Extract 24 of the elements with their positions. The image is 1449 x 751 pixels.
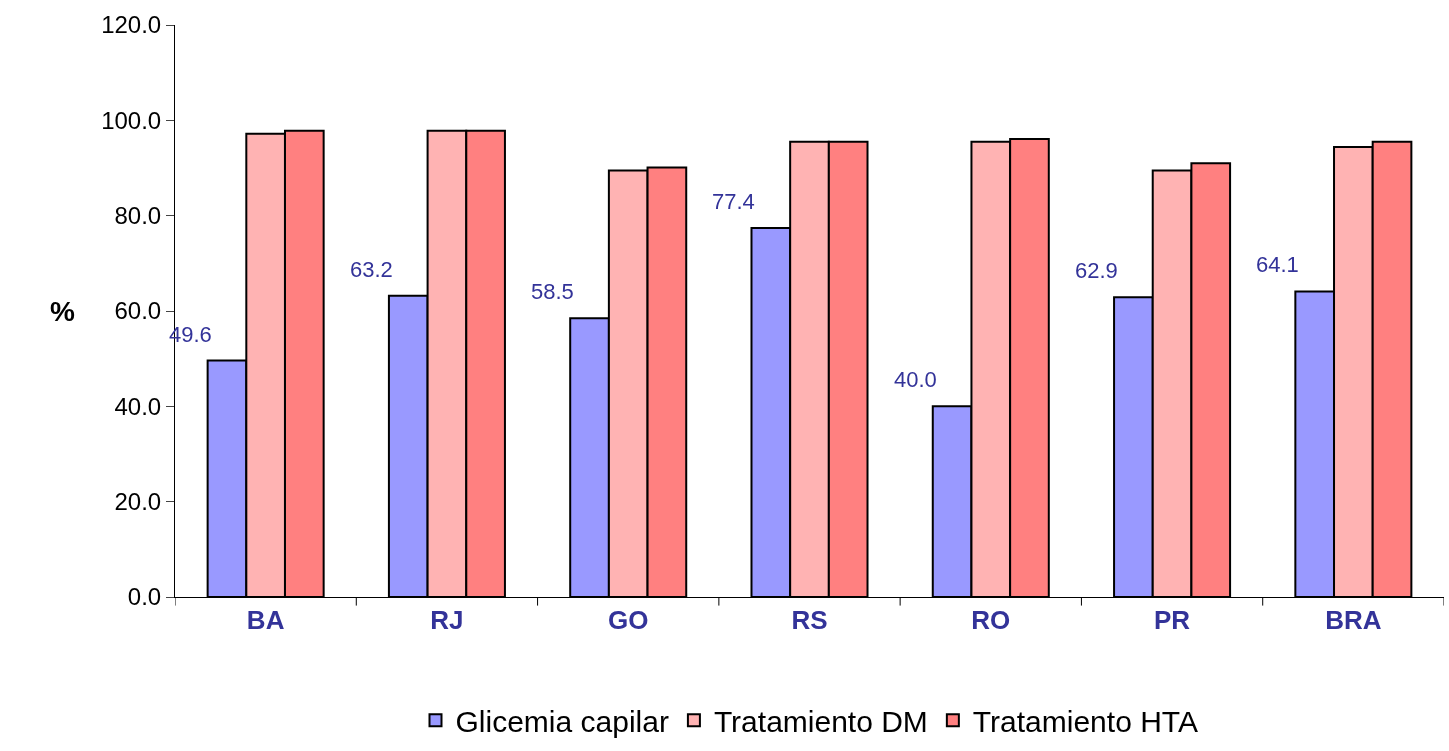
y-tick-label: 100.0 bbox=[101, 106, 162, 134]
y-tick-label: 60.0 bbox=[114, 297, 162, 325]
data-label: 62.9 bbox=[1075, 258, 1118, 283]
y-tick-label: 0.0 bbox=[127, 583, 162, 611]
y-axis-title: % bbox=[50, 296, 75, 327]
y-tick-label: 80.0 bbox=[114, 202, 162, 230]
x-tick-label: BRA bbox=[1325, 605, 1382, 636]
data-label: 58.5 bbox=[531, 279, 574, 304]
y-tick-label: 20.0 bbox=[114, 488, 162, 516]
x-tick-label: GO bbox=[607, 605, 649, 636]
data-label: 77.4 bbox=[712, 189, 755, 214]
data-label: 64.1 bbox=[1256, 252, 1299, 277]
x-tick-label: RO bbox=[971, 605, 1011, 636]
y-tick-label: 120.0 bbox=[101, 11, 162, 39]
x-tick-label: PR bbox=[1154, 605, 1191, 636]
y-tick-label: 40.0 bbox=[114, 392, 162, 420]
legend-label: Glicemia capilar bbox=[455, 704, 669, 738]
legend-label: Tratamiento HTA bbox=[972, 704, 1198, 738]
x-tick-label: RJ bbox=[430, 605, 464, 636]
legend-label: Tratamiento DM bbox=[713, 704, 928, 738]
x-tick-label: BA bbox=[246, 605, 285, 636]
data-label: 40.0 bbox=[894, 367, 937, 392]
x-tick-label: RS bbox=[791, 605, 828, 636]
data-label: 63.2 bbox=[350, 257, 393, 282]
